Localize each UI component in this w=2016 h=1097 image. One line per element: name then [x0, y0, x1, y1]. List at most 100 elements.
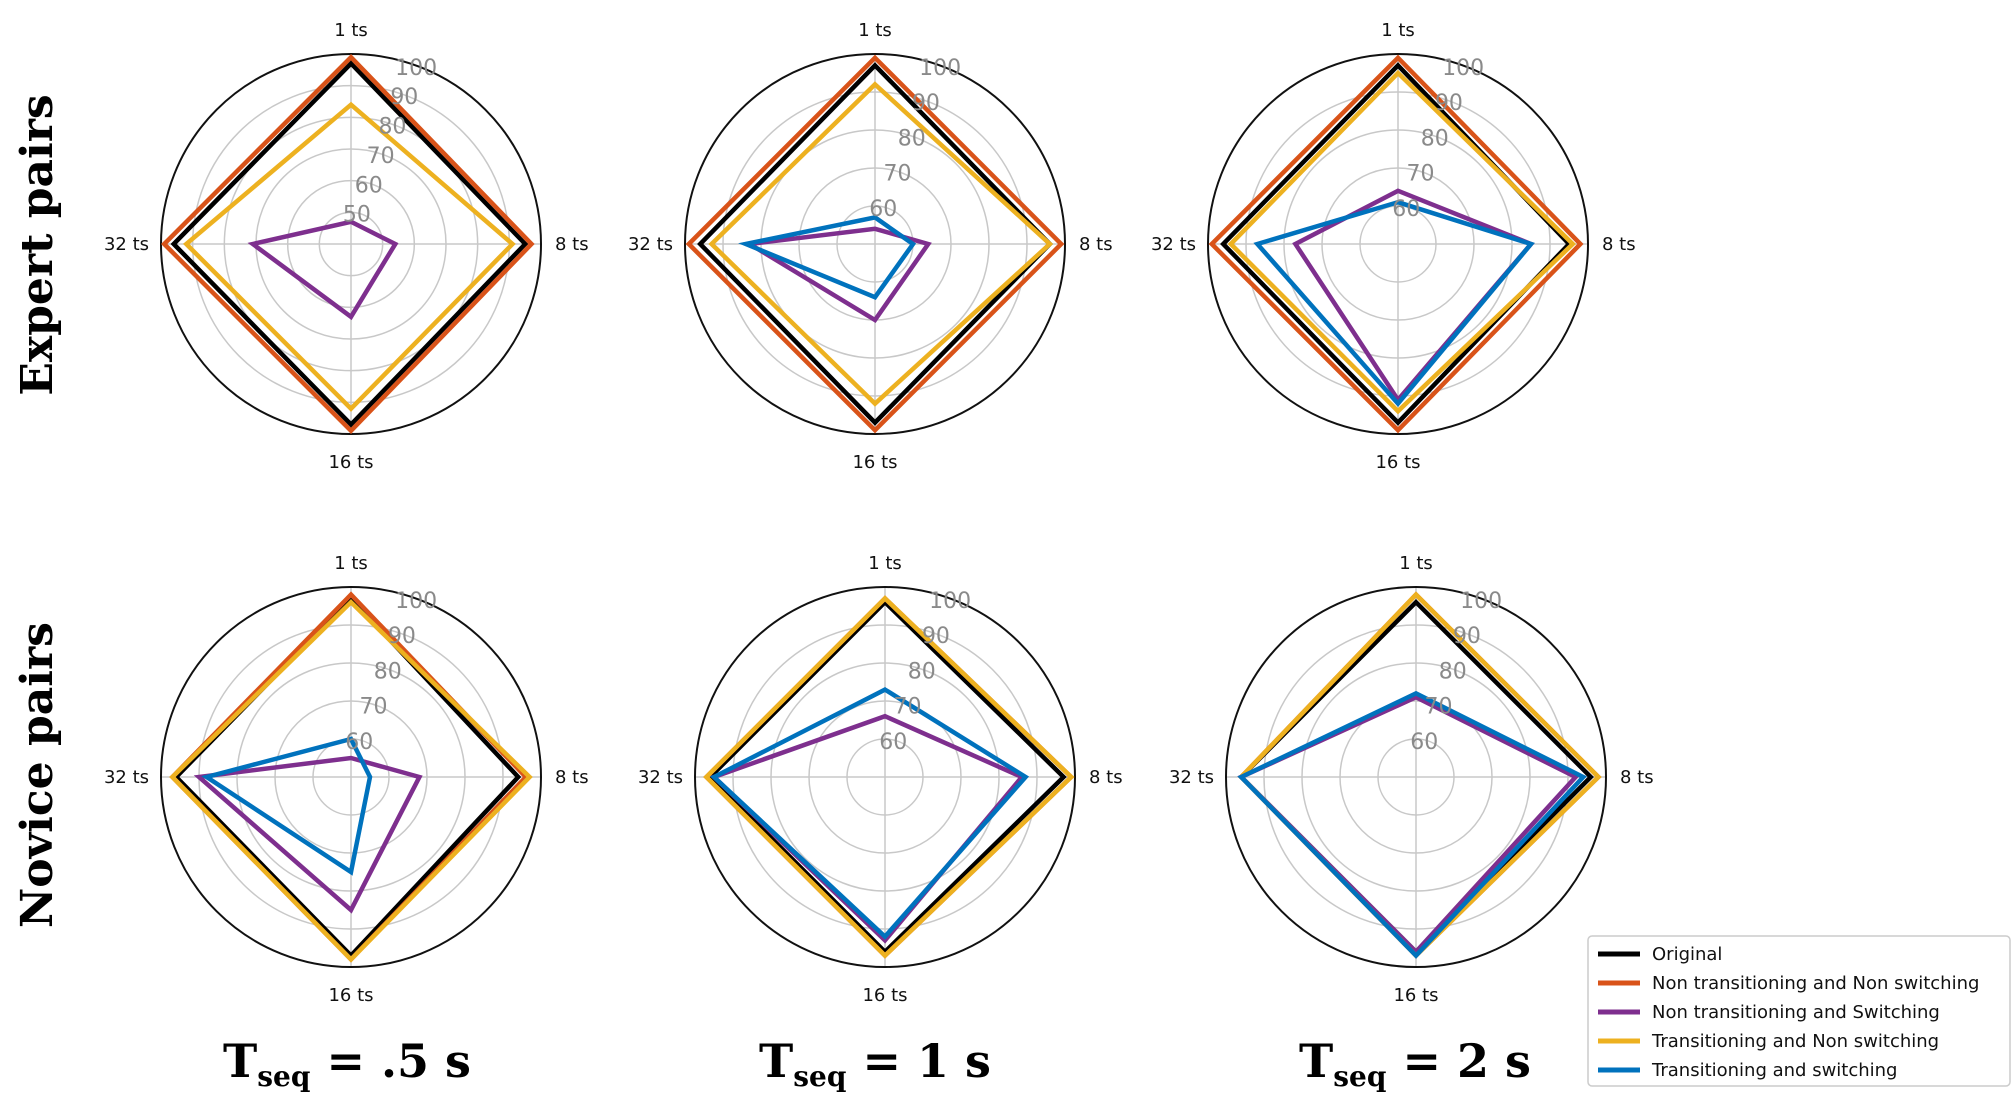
legend-label: Non transitioning and Switching [1652, 1002, 1940, 1023]
series-non-transitioning-and-switching [742, 226, 932, 324]
series-transitioning-and-non-switching [182, 101, 516, 412]
axis-label: 16 ts [328, 985, 373, 1006]
series-transitioning-and-non-switching [708, 81, 1054, 407]
tick-label: 60 [869, 197, 897, 222]
column-label: Tseq = 1 s [759, 1034, 991, 1093]
tick-label: 90 [1435, 91, 1463, 116]
series-transitioning-and-non-switching [1227, 69, 1577, 415]
axis-label: 16 ts [1393, 985, 1438, 1006]
tick-label: 60 [345, 730, 373, 755]
tick-label: 90 [922, 624, 950, 649]
tick-label: 100 [1460, 589, 1502, 614]
tick-label: 100 [1442, 56, 1484, 81]
tick-label: 60 [355, 173, 383, 198]
axis-label: 32 ts [638, 767, 683, 788]
tick-label: 100 [395, 56, 437, 81]
column-labels: Tseq = .5 s Tseq = 1 s Tseq = 2 s [223, 1034, 1531, 1093]
tick-label: 60 [1410, 730, 1438, 755]
series-original [707, 599, 1067, 955]
axis-label: 1 ts [334, 20, 368, 41]
row-label-expert: Expert pairs [12, 94, 63, 395]
series-original [170, 60, 529, 428]
axis-label: 16 ts [862, 985, 907, 1006]
series-transitioning-and-non-switching [703, 595, 1075, 959]
column-label: Tseq = .5 s [223, 1034, 471, 1093]
series-transitioning-and-switching [1253, 199, 1535, 408]
series-non-transitioning-and-switching [1292, 188, 1535, 404]
series-transitioning-and-switching [1237, 690, 1587, 959]
series-non-transitioning-and-non-switching [1238, 591, 1602, 959]
series-transitioning-and-switching [738, 215, 917, 300]
axis-label: 32 ts [1169, 767, 1214, 788]
axis-label: 8 ts [1089, 767, 1123, 788]
axis-label: 1 ts [334, 553, 368, 574]
legend-box [1587, 935, 2011, 1087]
series-non-transitioning-and-switching [1237, 694, 1580, 956]
series-original [697, 62, 1053, 426]
series-non-transitioning-and-switching [193, 755, 423, 914]
axis-label: 32 ts [628, 234, 673, 255]
radar-chart-4: 60 70 80 90 100 1 ts 8 ts 16 ts 32 ts [104, 553, 589, 1006]
tick-label: 70 [893, 695, 921, 720]
tick-label: 80 [374, 659, 402, 684]
tick-label: 70 [359, 695, 387, 720]
outer-frame [160, 53, 542, 435]
tick-label: 80 [1439, 659, 1467, 684]
tick-label: 60 [879, 730, 907, 755]
outer-frame [684, 53, 1066, 435]
radar-chart-5: 60 70 80 90 100 1 ts 8 ts 16 ts 32 ts [638, 553, 1123, 1006]
outer-frame [160, 586, 542, 968]
tick-label: 60 [1392, 197, 1420, 222]
tick-label: 80 [908, 659, 936, 684]
radar-chart-3: 60 70 80 90 100 1 ts 8 ts 16 ts 32 ts [1151, 20, 1636, 473]
tick-label: 70 [1424, 695, 1452, 720]
legend-label: Transitioning and switching [1651, 1060, 1898, 1081]
legend-label: Original [1652, 944, 1722, 965]
tick-label: 80 [378, 115, 406, 140]
tick-label: 70 [1406, 162, 1434, 187]
outer-frame [1225, 586, 1607, 968]
tick-label: 100 [395, 589, 437, 614]
axis-label: 32 ts [104, 234, 149, 255]
axis-label: 8 ts [555, 234, 589, 255]
series-non-transitioning-and-switching [247, 219, 399, 321]
tick-label: 90 [912, 91, 940, 116]
series-non-transitioning-and-non-switching [161, 53, 535, 435]
axis-label: 1 ts [1399, 553, 1433, 574]
radar-chart-6: 60 70 80 90 100 1 ts 8 ts 16 ts 32 ts [1169, 553, 1654, 1006]
tick-label: 70 [883, 162, 911, 187]
tick-label: 80 [898, 126, 926, 151]
axis-label: 16 ts [328, 452, 373, 473]
legend-label: Non transitioning and Non switching [1652, 973, 1979, 994]
series-non-transitioning-and-switching [709, 713, 1026, 944]
axis-label: 8 ts [1620, 767, 1654, 788]
tick-label: 90 [388, 624, 416, 649]
axis-label: 32 ts [1151, 234, 1196, 255]
axis-label: 16 ts [852, 452, 897, 473]
axis-label: 1 ts [1381, 20, 1415, 41]
legend: Original Non transitioning and Non switch… [1587, 935, 2011, 1087]
radar-plots: 50 60 70 80 90 100 1 ts 8 ts 16 ts 32 ts 60 70 80 90 1… [104, 20, 1654, 1006]
series-transitioning-and-non-switching [1238, 591, 1602, 959]
tick-label: 90 [1453, 624, 1481, 649]
outer-frame [694, 586, 1076, 968]
legend-label: Transitioning and Non switching [1651, 1031, 1939, 1052]
axis-label: 8 ts [1079, 234, 1113, 255]
axis-label: 8 ts [1602, 234, 1636, 255]
series-transitioning-and-switching [201, 736, 373, 876]
outer-frame [1207, 53, 1589, 435]
row-label-novice: Novice pairs [12, 622, 63, 928]
tick-label: 80 [1421, 126, 1449, 151]
tick-label: 70 [367, 144, 395, 169]
series-non-transitioning-and-non-switching [685, 54, 1065, 434]
axis-label: 32 ts [104, 767, 149, 788]
axis-label: 8 ts [555, 767, 589, 788]
radar-chart-2: 60 70 80 90 100 1 ts 8 ts 16 ts 32 ts [628, 20, 1113, 473]
series-transitioning-and-non-switching [169, 599, 533, 963]
tick-label: 100 [919, 56, 961, 81]
axis-label: 16 ts [1375, 452, 1420, 473]
axis-label: 1 ts [858, 20, 892, 41]
tick-label: 90 [390, 85, 418, 110]
series-transitioning-and-switching [710, 687, 1030, 940]
